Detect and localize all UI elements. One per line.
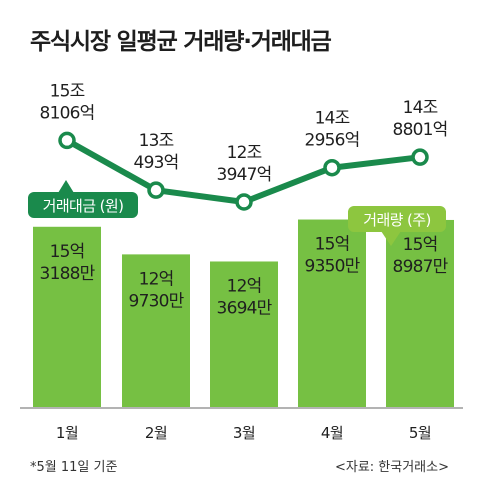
x-tick-label-5: 5월 [409,424,431,442]
bar-1 [33,226,101,407]
legend-volume-text: 거래량 (주) [363,211,430,229]
legend-value-box [28,192,138,218]
value-label-line1-2: 13조 [139,131,174,151]
bar-label-line1-4: 15억 [315,235,350,255]
bar-2 [122,254,190,407]
value-point-5 [411,148,429,166]
bar-label-line1-5: 15억 [403,235,438,255]
value-point-4 [323,158,341,177]
value-label-line1-1: 15조 [50,81,85,101]
bar-label-line2-5: 8987만 [393,257,449,277]
value-point-1 [58,131,76,150]
bar-label-line1-3: 12억 [227,276,262,296]
x-tick-label-1: 1월 [56,424,78,442]
bar-label-line2-2: 9730만 [129,291,185,311]
legend-volume-box [348,206,446,232]
value-label-line2-1: 8106억 [40,103,95,123]
bar-label-line1-1: 15억 [50,242,85,262]
footnote: *5월 11일 기준 [30,460,118,475]
bar-5 [386,219,454,407]
bar-4 [298,219,366,407]
value-point-2 [147,181,165,199]
value-label-line1-4: 14조 [315,109,350,129]
bar-3 [210,261,278,407]
value-label-line2-2: 493억 [134,153,179,173]
value-label-line2-3: 3947억 [217,165,272,185]
value-label-line2-5: 8801억 [393,120,448,140]
value-label-line2-4: 2956억 [305,131,360,151]
x-tick-label-3: 3월 [233,424,255,442]
bar-label-line2-4: 9350만 [305,257,361,277]
value-label-line1-3: 12조 [227,143,262,163]
chart-title: 주식시장 일평균 거래량·거래대금 [30,29,332,55]
bar-label-line1-2: 12억 [139,269,174,289]
value-point-3 [235,193,253,211]
legend-value-text: 거래대금 (원) [43,197,124,215]
legend-volume-pointer [381,231,401,246]
value-label-line1-5: 14조 [403,98,438,118]
legend-value-pointer [58,180,74,193]
x-tick-label-4: 4월 [321,424,343,442]
bar-label-line2-1: 3188만 [40,264,96,284]
x-tick-label-2: 2월 [145,424,167,442]
source-note: <자료: 한국거래소> [334,460,449,475]
bar-label-line2-3: 3694만 [217,298,273,318]
